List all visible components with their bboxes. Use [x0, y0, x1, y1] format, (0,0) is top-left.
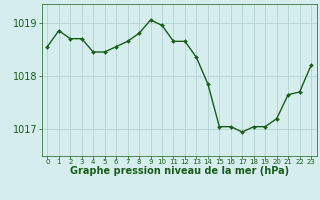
- X-axis label: Graphe pression niveau de la mer (hPa): Graphe pression niveau de la mer (hPa): [70, 166, 289, 176]
